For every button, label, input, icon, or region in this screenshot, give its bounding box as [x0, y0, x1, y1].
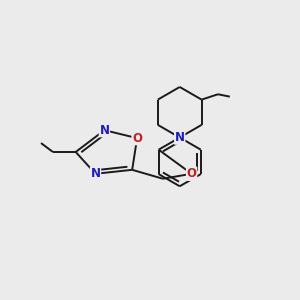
Text: O: O: [187, 167, 196, 180]
Text: O: O: [132, 132, 142, 145]
Text: N: N: [175, 131, 185, 144]
Text: N: N: [91, 167, 100, 180]
Text: N: N: [99, 124, 110, 137]
